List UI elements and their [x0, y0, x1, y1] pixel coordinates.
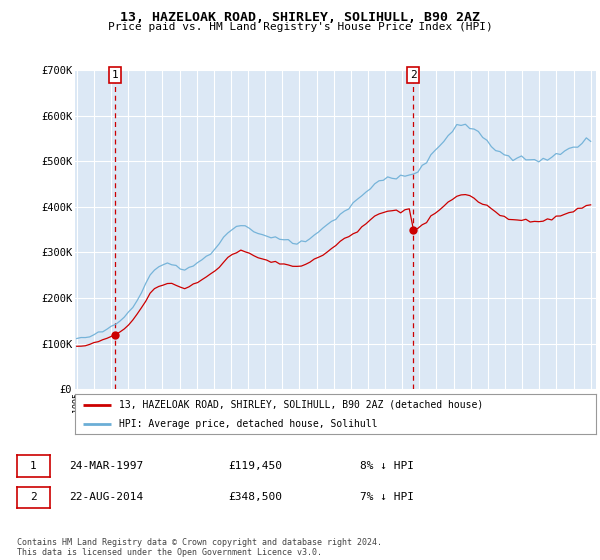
Text: 13, HAZELOAK ROAD, SHIRLEY, SOLIHULL, B90 2AZ: 13, HAZELOAK ROAD, SHIRLEY, SOLIHULL, B9…: [120, 11, 480, 24]
Text: £348,500: £348,500: [228, 492, 282, 502]
Text: HPI: Average price, detached house, Solihull: HPI: Average price, detached house, Soli…: [119, 419, 378, 429]
Text: 13, HAZELOAK ROAD, SHIRLEY, SOLIHULL, B90 2AZ (detached house): 13, HAZELOAK ROAD, SHIRLEY, SOLIHULL, B9…: [119, 400, 484, 410]
Text: 2: 2: [410, 70, 416, 80]
Text: 7% ↓ HPI: 7% ↓ HPI: [360, 492, 414, 502]
Text: 1: 1: [30, 461, 37, 471]
Text: Contains HM Land Registry data © Crown copyright and database right 2024.
This d: Contains HM Land Registry data © Crown c…: [17, 538, 382, 557]
Text: 22-AUG-2014: 22-AUG-2014: [69, 492, 143, 502]
Text: 1: 1: [112, 70, 118, 80]
Text: 2: 2: [30, 492, 37, 502]
Text: £119,450: £119,450: [228, 461, 282, 471]
Text: 8% ↓ HPI: 8% ↓ HPI: [360, 461, 414, 471]
Text: Price paid vs. HM Land Registry's House Price Index (HPI): Price paid vs. HM Land Registry's House …: [107, 22, 493, 32]
Text: 24-MAR-1997: 24-MAR-1997: [69, 461, 143, 471]
